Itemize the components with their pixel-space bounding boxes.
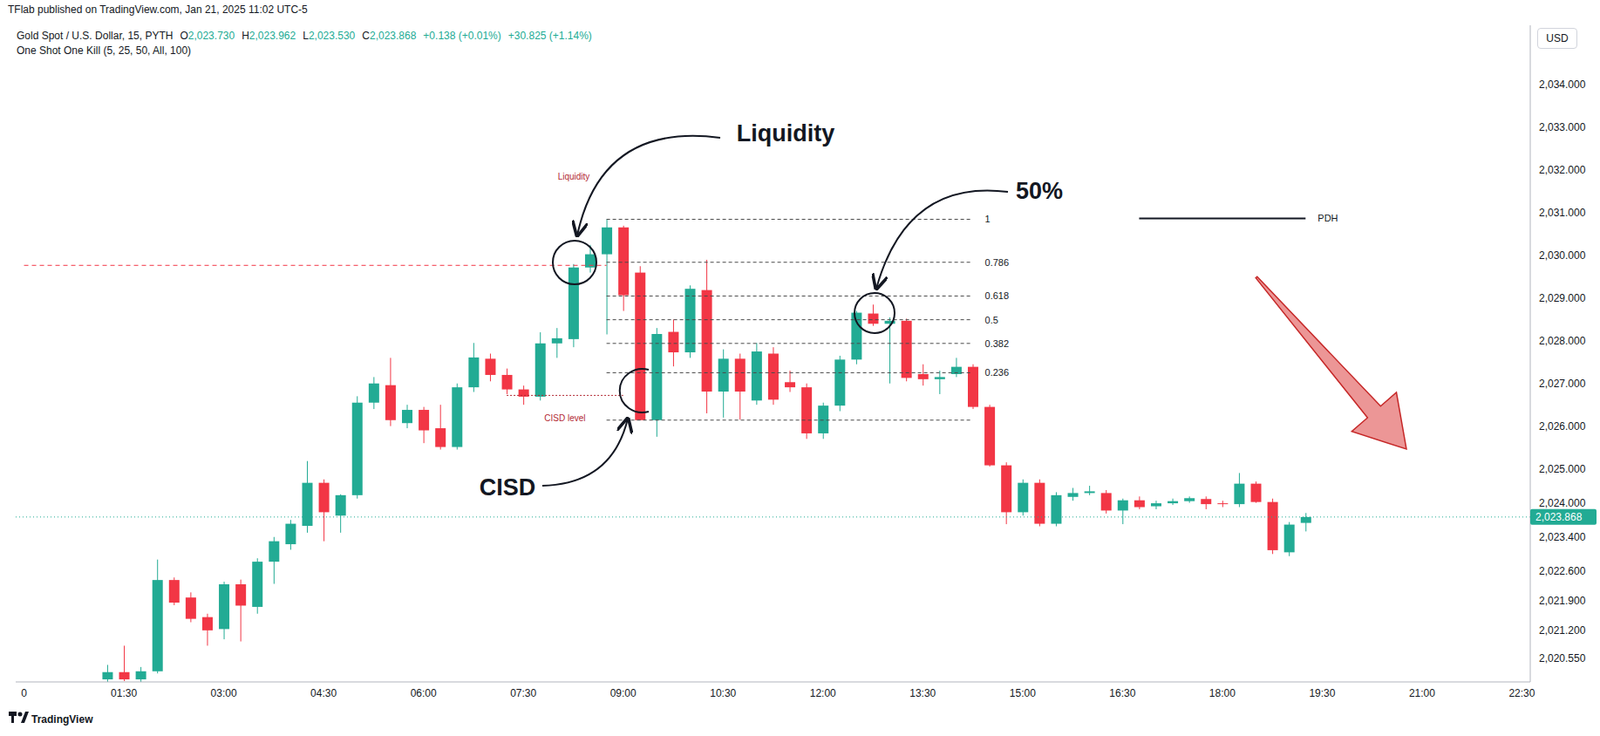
html-text:TFlab published on TradingView: TFlab published on TradingView.com, Jan … (7, 3, 308, 16)
svg-text:15:00: 15:00 (1009, 687, 1036, 700)
svg-text:0.382: 0.382 (985, 338, 1010, 349)
svg-text:07:30: 07:30 (510, 687, 537, 700)
html-text:+30.825 (+1.14%): +30.825 (+1.14%) (508, 29, 592, 42)
svg-text:TradingView: TradingView (31, 713, 94, 726)
svg-text:1: 1 (985, 213, 991, 225)
html-text:+0.138 (+0.01%): +0.138 (+0.01%) (423, 29, 502, 42)
svg-text:2,020.550: 2,020.550 (1538, 652, 1587, 665)
html-text:L 2,023.530: L 2,023.530 (302, 29, 356, 42)
svg-text:0: 0 (20, 687, 28, 700)
html-text:USD: USD (1546, 32, 1569, 45)
svg-text:06:00: 06:00 (410, 687, 437, 700)
svg-text:2,031.000: 2,031.000 (1538, 206, 1587, 219)
html-text:Gold Spot / U.S. Dollar, 15, P: Gold Spot / U.S. Dollar, 15, PYTH (16, 29, 173, 42)
svg-text:2,029.000: 2,029.000 (1538, 292, 1587, 305)
svg-text:01:30: 01:30 (110, 687, 137, 700)
html-text:H 2,023.962: H 2,023.962 (241, 29, 296, 42)
svg-text:21:00: 21:00 (1409, 687, 1436, 700)
svg-text:2,028.000: 2,028.000 (1538, 334, 1587, 348)
svg-text:CISD: CISD (479, 474, 537, 501)
svg-text:2,023.400: 2,023.400 (1538, 531, 1587, 544)
svg-text:CISD level: CISD level (544, 413, 586, 423)
html-text:One Shot One Kill (5, 25, 50,: One Shot One Kill (5, 25, 50, All, 100) (16, 44, 192, 57)
svg-text:2,026.000: 2,026.000 (1538, 420, 1587, 433)
svg-text:0.618: 0.618 (985, 290, 1010, 301)
svg-text:03:00: 03:00 (211, 687, 238, 700)
html-text:C 2,023.868: C 2,023.868 (362, 29, 417, 42)
svg-text:2,022.600: 2,022.600 (1538, 565, 1587, 578)
svg-text:0.5: 0.5 (985, 314, 999, 326)
svg-text:0.786: 0.786 (985, 257, 1010, 268)
svg-text:13:30: 13:30 (909, 687, 936, 700)
svg-text:2,030.000: 2,030.000 (1538, 249, 1587, 262)
svg-text:04:30: 04:30 (310, 687, 337, 700)
svg-text:22:30: 22:30 (1508, 687, 1535, 700)
svg-text:50%: 50% (1015, 177, 1063, 205)
svg-text:2,024.000: 2,024.000 (1538, 497, 1587, 510)
svg-text:18:00: 18:00 (1209, 687, 1236, 700)
svg-text:19:30: 19:30 (1308, 687, 1335, 700)
svg-text:12:00: 12:00 (810, 687, 837, 700)
svg-text:Liquidity: Liquidity (736, 120, 835, 147)
svg-text:10:30: 10:30 (709, 687, 736, 700)
svg-text:2,025.000: 2,025.000 (1538, 462, 1587, 476)
svg-text:2,021.200: 2,021.200 (1538, 624, 1587, 637)
svg-text:16:30: 16:30 (1109, 687, 1136, 700)
html-text:O 2,023.730: O 2,023.730 (179, 29, 235, 42)
svg-text:2,023.868: 2,023.868 (1535, 510, 1583, 524)
svg-text:2,033.000: 2,033.000 (1538, 121, 1587, 134)
svg-text:2,034.000: 2,034.000 (1538, 78, 1587, 91)
svg-text:2,032.000: 2,032.000 (1538, 163, 1587, 177)
svg-text:Liquidity: Liquidity (558, 171, 591, 182)
svg-text:09:00: 09:00 (610, 687, 637, 700)
svg-text:2,027.000: 2,027.000 (1538, 377, 1587, 390)
svg-text:PDH: PDH (1317, 212, 1338, 224)
svg-text:0.236: 0.236 (985, 367, 1010, 378)
svg-text:2,021.900: 2,021.900 (1538, 594, 1587, 607)
